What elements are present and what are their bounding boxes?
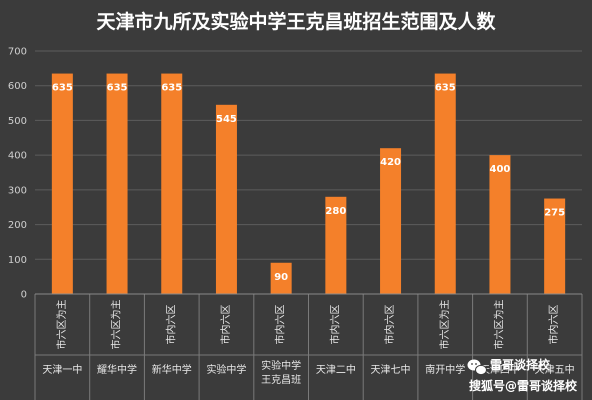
y-tick-label: 0 [21, 290, 27, 301]
bar [106, 73, 128, 294]
y-tick-label: 400 [8, 151, 27, 162]
data-label: 420 [380, 157, 401, 168]
range-label: 市内六区 [547, 305, 560, 345]
y-tick-label: 600 [8, 81, 27, 92]
range-label: 市内六区 [219, 305, 232, 345]
bars [51, 73, 566, 294]
data-label: 90 [274, 272, 288, 283]
watermark: 雷哥谈择校 搜狐号@雷哥谈择校 [467, 357, 578, 393]
bar [544, 198, 566, 294]
range-label: 市六区为主 [55, 300, 68, 350]
category-label: 王克昌班 [261, 374, 301, 386]
category-label: 天津一中 [42, 363, 82, 376]
range-label: 市内六区 [164, 305, 177, 345]
range-label: 市六区为主 [492, 300, 505, 350]
bar [380, 148, 402, 294]
range-label: 市六区为主 [110, 300, 123, 350]
x-axis-table: 市六区为主 市六区为主 市内六区 市内六区 市内六区 市内六区 市内六区 市六区为主 市六区为主… [34, 293, 583, 400]
data-label: 635 [435, 83, 456, 94]
bar [489, 155, 511, 294]
y-axis-tick-labels: 0 100 200 300 400 500 600 700 [8, 47, 27, 301]
bar [325, 196, 347, 294]
category-label: 实验中学 [261, 359, 301, 372]
watermark-line2: 搜狐号@雷哥谈择校 [469, 378, 578, 393]
data-label: 635 [52, 83, 73, 94]
wechat-icon [467, 359, 487, 376]
category-label: 天津二中 [316, 363, 356, 376]
category-label: 耀华中学 [97, 363, 137, 376]
category-label: 实验中学 [206, 363, 246, 376]
category-label: 南开中学 [425, 363, 465, 376]
bar [434, 73, 456, 294]
range-label: 市内六区 [383, 305, 396, 345]
chart-title: 天津市九所及实验中学王克昌班招生范围及人数 [96, 10, 496, 33]
data-labels: 635 635 635 545 90 280 420 635 400 275 [52, 83, 565, 283]
y-tick-label: 700 [8, 47, 27, 58]
data-label: 635 [107, 83, 128, 94]
bar [161, 73, 183, 294]
bar [270, 262, 292, 294]
y-tick-label: 300 [8, 185, 27, 196]
data-label: 635 [161, 83, 182, 94]
data-label: 275 [544, 208, 565, 219]
bar [51, 73, 73, 294]
category-label: 天津四中 [480, 363, 520, 376]
category-label: 新华中学 [152, 363, 192, 376]
bar [215, 104, 237, 294]
data-label: 545 [216, 114, 237, 125]
y-tick-label: 500 [8, 116, 27, 127]
y-tick-label: 200 [8, 220, 27, 231]
category-label: 天津七中 [371, 363, 411, 376]
category-label: 天津五中 [535, 363, 575, 376]
watermark-line1: 雷哥谈择校 [490, 357, 551, 372]
y-tick-label: 100 [8, 255, 27, 266]
data-label: 280 [325, 206, 346, 217]
range-label: 市六区为主 [438, 300, 451, 350]
range-label: 市内六区 [328, 305, 341, 345]
data-label: 400 [490, 164, 511, 175]
range-label: 市内六区 [274, 305, 287, 345]
